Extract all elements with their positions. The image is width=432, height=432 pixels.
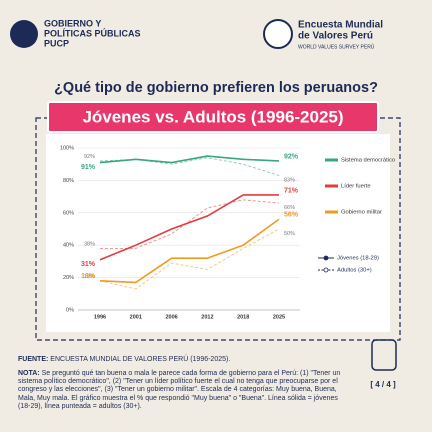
style-label: Jóvenes (18-29) [337, 256, 379, 262]
y-tick-label: 20% [63, 275, 74, 281]
page-number: [ 4 / 4 ] [370, 380, 396, 389]
x-tick-label: 2006 [165, 314, 177, 320]
value-label: 91% [81, 164, 96, 171]
legend-label: Gobierno militar [341, 210, 382, 216]
value-label: 92% [284, 153, 299, 160]
value-label: 92% [84, 154, 95, 160]
adult-line [100, 199, 280, 249]
org-name: GOBIERNO Y [44, 18, 101, 28]
survey-name: Encuesta Mundial [298, 20, 383, 31]
note-label: NOTA: [18, 370, 40, 377]
frame [35, 117, 401, 341]
source-label: FUENTE: [18, 356, 49, 363]
x-tick-label: 2012 [201, 314, 213, 320]
source-text: ENCUESTA MUNDIAL DE VALORES PERÚ (1996-2… [50, 356, 231, 363]
style-marker [323, 267, 329, 273]
value-label: 50% [284, 231, 295, 237]
note-text: Se preguntó qué tan buena o mala le pare… [18, 370, 341, 410]
value-label: 83% [284, 177, 295, 183]
value-label: 18% [84, 274, 95, 280]
x-tick-label: 2018 [237, 314, 249, 320]
adult-line [99, 157, 280, 176]
org-name: POLÍTICAS PÚBLICAS [44, 27, 141, 38]
legend-label: Sistema democrático [341, 158, 395, 164]
youth-line [99, 194, 279, 261]
style-marker [323, 255, 329, 261]
value-label: 71% [284, 187, 299, 194]
logo [263, 19, 293, 49]
subtitle-banner [47, 101, 379, 133]
y-tick-label: 60% [63, 210, 74, 216]
survey-subtitle: WORLD VALUES SURVEY PERÚ [298, 43, 375, 50]
value-label: 31% [81, 261, 96, 268]
value-label: 56% [284, 212, 299, 219]
hand-icon [371, 339, 397, 371]
source: FUENTE: ENCUESTA MUNDIAL DE VALORES PERÚ… [18, 356, 348, 364]
x-tick-label: 2001 [130, 314, 142, 320]
y-tick-label: 0% [66, 307, 74, 313]
chart-subtitle: Jóvenes vs. Adultos (1996-2025) [82, 107, 343, 126]
style-label: Adultos (30+) [337, 268, 372, 274]
chart-title: ¿Qué tipo de gobierno prefieren los peru… [54, 80, 378, 96]
youth-line [99, 218, 280, 284]
youth-line [99, 155, 280, 164]
y-tick-label: 40% [63, 243, 74, 249]
x-tick-label: 1996 [94, 314, 106, 320]
survey-name: de Valores Perú [298, 31, 373, 42]
y-tick-label: 100% [60, 145, 74, 151]
org-name: PUCP [44, 38, 69, 48]
adult-line [99, 228, 280, 290]
value-label: 18% [81, 273, 96, 280]
value-label: 38% [84, 241, 95, 247]
value-label: 66% [284, 205, 295, 211]
logo [10, 20, 38, 48]
x-tick-label: 2025 [273, 314, 285, 320]
legend-label: Líder fuerte [341, 184, 371, 190]
note: NOTA: Se preguntó qué tan buena o mala l… [18, 370, 348, 411]
y-tick-label: 80% [63, 178, 74, 184]
plot-panel [46, 134, 390, 332]
